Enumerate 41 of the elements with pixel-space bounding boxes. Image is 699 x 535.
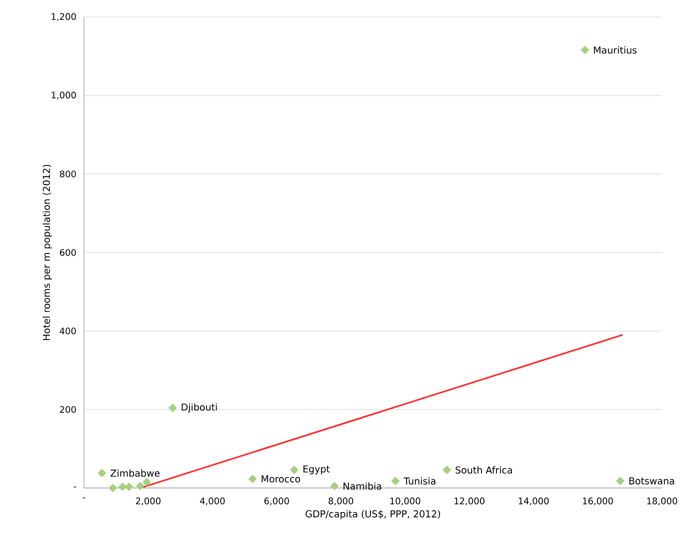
annotation: Mauritius bbox=[594, 46, 637, 54]
y-axis-title: Hotel rooms per m population (2012) bbox=[42, 164, 52, 340]
x-tick-label: 4,000 bbox=[200, 498, 225, 506]
annotation: Egypt bbox=[303, 465, 330, 474]
y-tick-label: 400 bbox=[60, 328, 76, 334]
y-tick-label: 600 bbox=[60, 249, 76, 256]
annotation: South Africa bbox=[456, 466, 512, 474]
point bbox=[142, 478, 151, 486]
point bbox=[108, 484, 118, 492]
point bbox=[98, 468, 106, 478]
point bbox=[391, 476, 400, 486]
y-tick-label: 1,000 bbox=[52, 92, 76, 100]
x-tick-label: 14,000 bbox=[518, 498, 549, 506]
point bbox=[248, 474, 257, 484]
annotation: Namibia bbox=[344, 482, 382, 490]
x-tick-label: 18,000 bbox=[647, 498, 678, 506]
point bbox=[580, 46, 590, 54]
point bbox=[616, 476, 625, 486]
annotation: Zimbabwe bbox=[110, 469, 160, 477]
y-tick-label: 800 bbox=[60, 170, 76, 178]
x-axis-title: GDP/capita (US$, PPP, 2012) bbox=[306, 510, 440, 520]
point bbox=[290, 466, 299, 474]
point bbox=[168, 404, 177, 412]
y-tick-label: - bbox=[74, 486, 76, 488]
point bbox=[330, 482, 339, 490]
x-tick-label: 8,000 bbox=[328, 498, 354, 506]
x-tick-label: 2,000 bbox=[136, 498, 161, 506]
annotation: Botswana bbox=[629, 477, 674, 484]
point bbox=[136, 482, 144, 490]
annotation: Tunisia bbox=[404, 477, 436, 485]
y-tick-label: 200 bbox=[60, 406, 76, 413]
annotation: Morocco bbox=[262, 475, 300, 482]
point bbox=[442, 466, 452, 474]
y-tick-label: 1,200 bbox=[52, 13, 76, 21]
x-tick-label: 16,000 bbox=[583, 498, 613, 506]
x-tick-label: 10,000 bbox=[390, 498, 420, 506]
point bbox=[118, 482, 127, 492]
point bbox=[124, 482, 134, 492]
x-tick-label: 12,000 bbox=[454, 498, 484, 506]
x-tick-label: 6,000 bbox=[264, 498, 289, 506]
annotation: Djibouti bbox=[182, 403, 217, 413]
